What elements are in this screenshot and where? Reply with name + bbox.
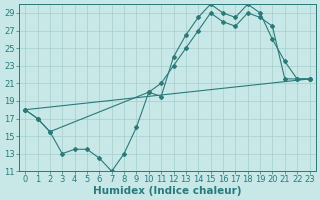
X-axis label: Humidex (Indice chaleur): Humidex (Indice chaleur): [93, 186, 242, 196]
